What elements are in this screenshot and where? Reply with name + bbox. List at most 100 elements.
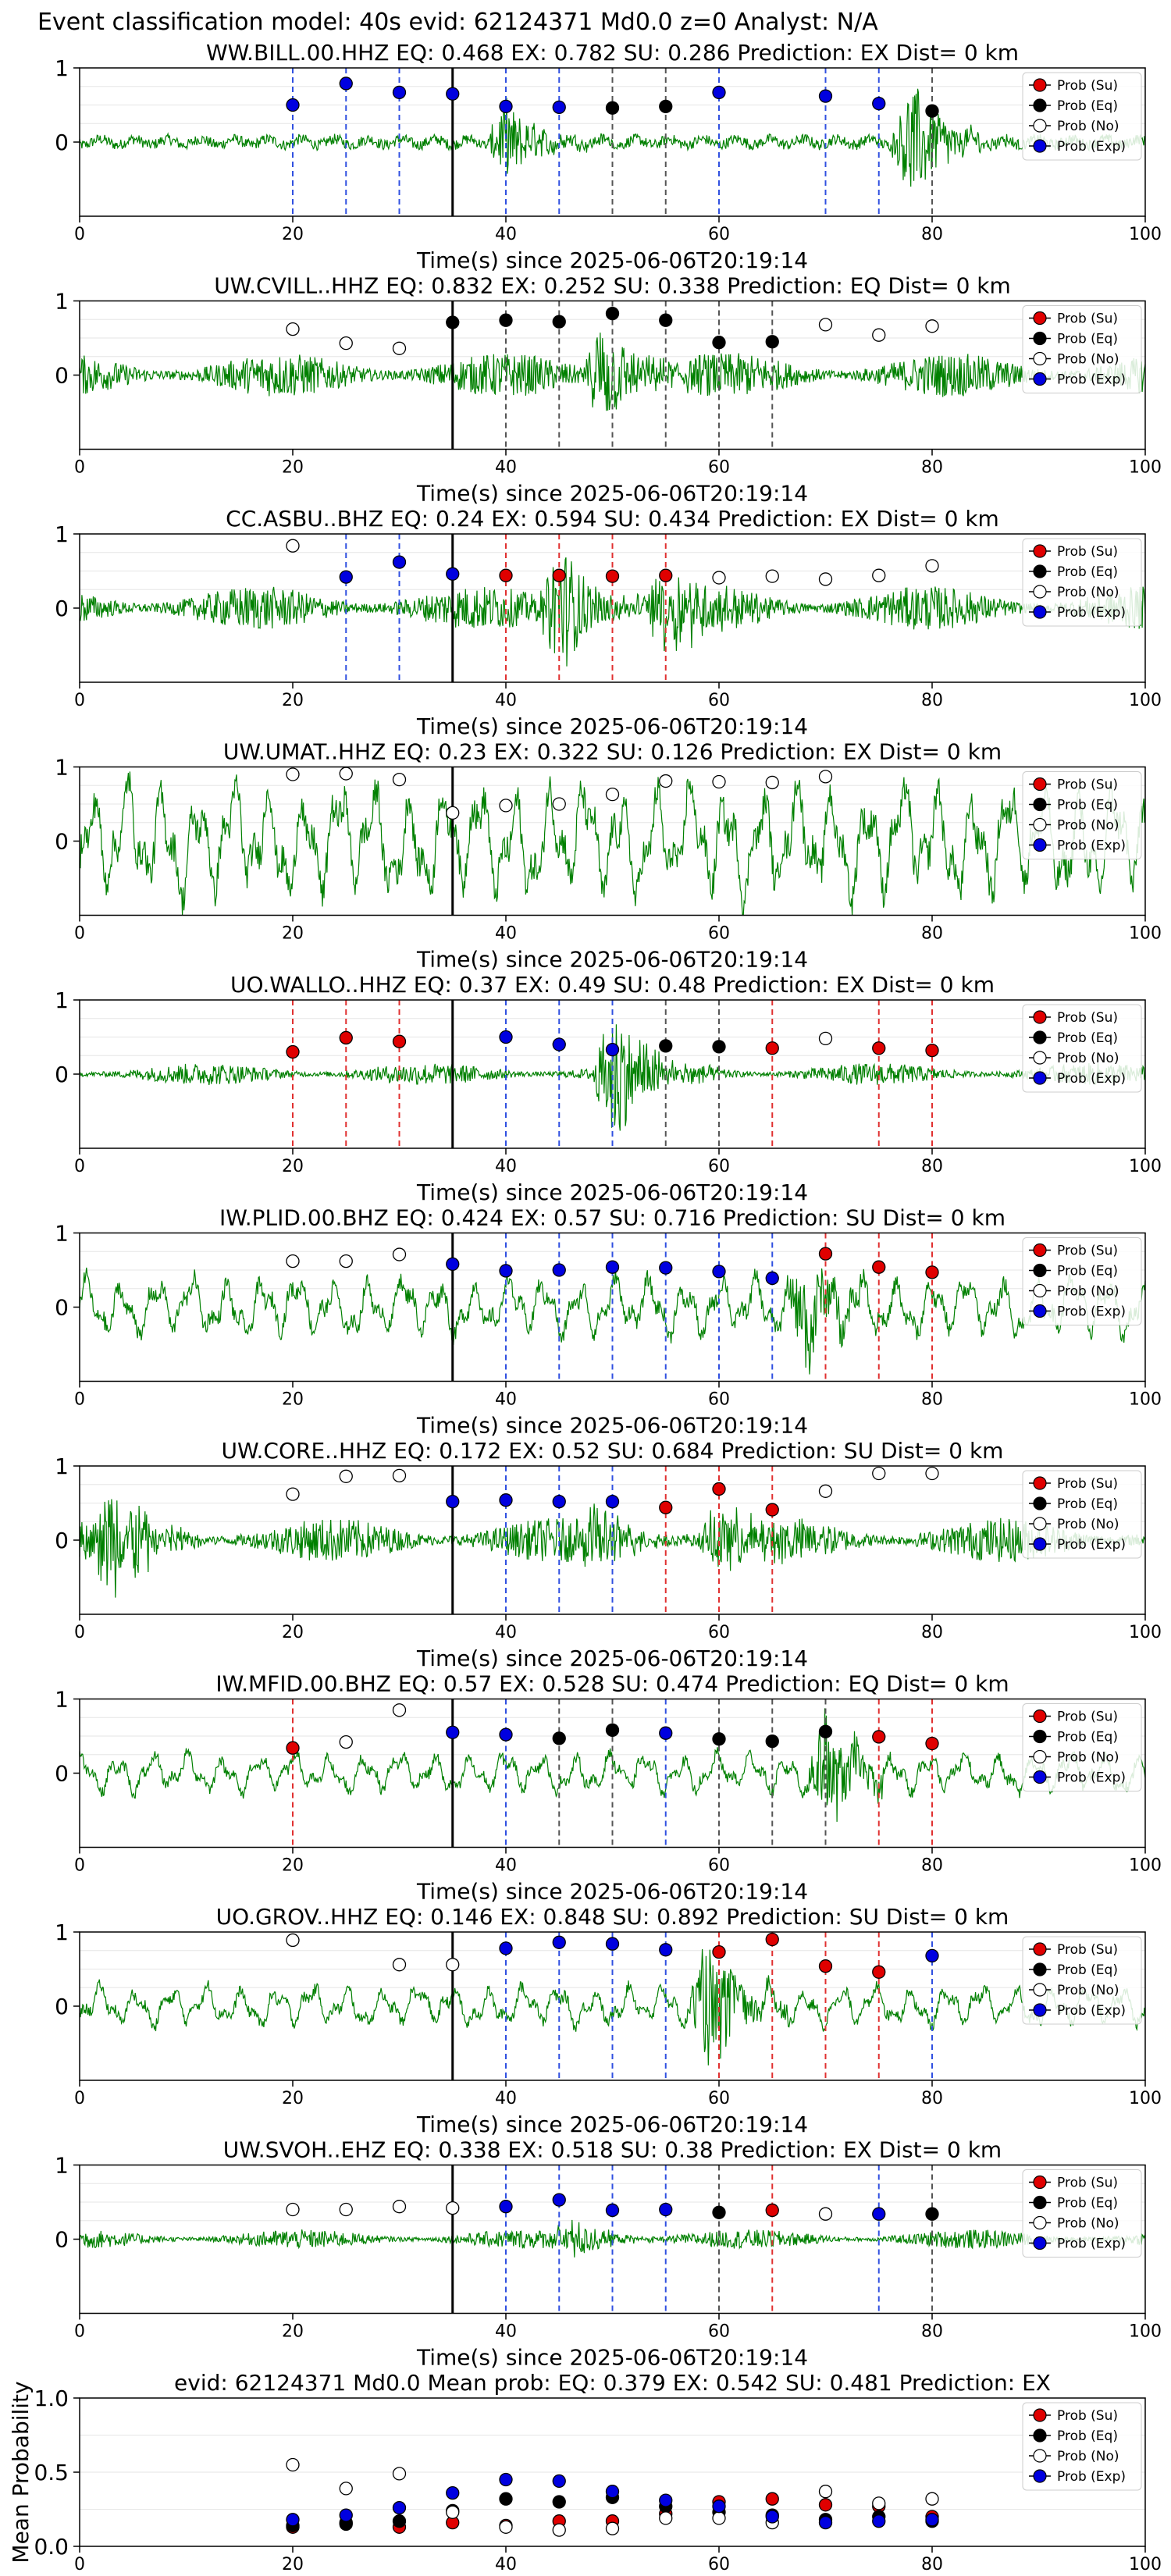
legend-marker-su [1033,1709,1047,1724]
legend-label-eq: Prob (Eq) [1057,1496,1118,1512]
legend-label-no: Prob (No) [1057,1983,1119,1998]
mean-point-exp [712,2500,726,2514]
legend-label-su: Prob (Su) [1057,1942,1118,1958]
mean-point-no [392,2467,407,2481]
legend-label-eq: Prob (Eq) [1057,564,1118,580]
x-axis-label: Time(s) since 2025-06-06T20:19:14 [416,947,808,973]
prob-point-exp [446,1257,460,1272]
x-tick-label: 0 [74,2322,85,2342]
legend-marker-su [1033,1243,1047,1258]
x-tick-label: 60 [708,924,730,944]
waveform-trace [79,1267,1146,1375]
x-tick-label: 100 [1129,1157,1162,1176]
waveform-trace [79,88,1146,187]
x-axis-label: Time(s) since 2025-06-06T20:19:14 [416,2112,808,2137]
x-tick-label: 40 [495,2089,517,2108]
station-panel-6: IW.PLID.00.BHZ EQ: 0.424 EX: 0.57 SU: 0.… [55,1205,1162,1439]
x-axis-label: Time(s) since 2025-06-06T20:19:14 [416,1413,808,1439]
legend-label-su: Prob (Su) [1057,2176,1118,2191]
x-axis-label: Time(s) since 2025-06-06T20:19:14 [416,481,808,507]
prob-point-no [339,2202,353,2217]
prob-point-eq [712,336,726,350]
panel-title: IW.MFID.00.BHZ EQ: 0.57 EX: 0.528 SU: 0.… [215,1671,1009,1697]
legend-marker-exp [1033,372,1047,386]
station-panel-2: UW.CVILL..HHZ EQ: 0.832 EX: 0.252 SU: 0.… [55,273,1162,507]
prob-point-no [818,572,833,586]
legend-marker-exp [1033,1770,1047,1784]
mean-point-exp [499,2472,513,2487]
x-tick-label: 60 [708,2555,730,2574]
y-tick-label: 1 [55,521,69,547]
prob-point-no [659,774,673,788]
legend-label-no: Prob (No) [1057,1750,1119,1766]
x-tick-label: 20 [282,225,304,244]
panel-title: UO.GROV..HHZ EQ: 0.146 EX: 0.848 SU: 0.8… [216,1904,1009,1930]
prob-point-no [392,1247,407,1261]
prob-point-eq [712,1040,726,1054]
legend-marker-no [1033,1749,1047,1764]
mean-point-exp [872,2514,886,2528]
legend-label-su: Prob (Su) [1057,78,1118,94]
prob-point-exp [659,1943,673,1957]
x-tick-label: 100 [1129,924,1162,944]
prob-point-no [339,1735,353,1749]
prob-point-no [446,1958,460,1972]
prob-point-su [925,1043,939,1058]
x-tick-label: 60 [708,458,730,478]
waveform-trace [79,2219,1146,2258]
legend-label-su: Prob (Su) [1057,1710,1118,1725]
x-tick-label: 80 [921,1856,943,1876]
legend-box [1022,538,1142,627]
mean-point-eq [392,2514,407,2528]
legend-label-exp: Prob (Exp) [1057,1770,1126,1786]
prob-point-exp [552,1263,566,1277]
x-axis-label: Time(s) since 2025-06-06T20:19:14 [416,247,808,273]
x-tick-label: 0 [74,2555,85,2574]
x-tick-label: 20 [282,1856,304,1876]
prob-point-exp [499,1727,513,1742]
legend-marker-su [1033,1010,1047,1024]
legend-label-no: Prob (No) [1057,1284,1119,1300]
legend-box [1022,1004,1142,1093]
prob-point-su [605,569,620,583]
station-panel-5: UO.WALLO..HHZ EQ: 0.37 EX: 0.49 SU: 0.48… [55,972,1162,1205]
legend-label-eq: Prob (Eq) [1057,1264,1118,1279]
x-tick-label: 80 [921,1390,943,1410]
prob-point-su [818,1247,833,1261]
prob-point-exp [818,89,833,103]
x-tick-label: 60 [708,1856,730,1876]
x-tick-label: 40 [495,2322,517,2342]
legend-marker-no [1033,1517,1047,1531]
legend-marker-su [1033,1942,1047,1956]
prob-point-no [286,2202,300,2217]
x-tick-label: 20 [282,1157,304,1176]
legend-label-exp: Prob (Exp) [1057,2003,1126,2019]
legend-marker-su [1033,544,1047,558]
legend-marker-eq [1033,1496,1047,1510]
y-tick-label: 0 [55,130,69,155]
legend-marker-exp [1033,139,1047,153]
x-tick-label: 20 [282,691,304,710]
legend-box [1022,1936,1142,2025]
legend-label-su: Prob (Su) [1057,311,1118,327]
prob-point-exp [286,98,300,112]
x-tick-label: 0 [74,458,85,478]
x-tick-label: 60 [708,2322,730,2342]
prob-point-no [712,774,726,789]
prob-point-no [765,569,779,583]
y-tick-label: 1.0 [34,2386,69,2411]
legend-marker-no [1033,1051,1047,1065]
panel-title: UW.CORE..HHZ EQ: 0.172 EX: 0.52 SU: 0.68… [222,1438,1004,1464]
prob-point-exp [659,1726,673,1740]
legend-marker-su [1033,78,1047,92]
x-axis-label: Time(s) since 2025-06-06T20:19:14 [416,1646,808,1671]
prob-point-no [925,1466,939,1481]
x-tick-label: 100 [1129,1856,1162,1876]
prob-point-exp [872,2207,886,2221]
legend-label-su: Prob (Su) [1057,1476,1118,1492]
prob-point-no [392,773,407,787]
legend-marker-eq [1033,331,1047,346]
mean-point-exp [339,2508,353,2522]
prob-point-exp [339,76,353,91]
prob-point-exp [659,2202,673,2217]
